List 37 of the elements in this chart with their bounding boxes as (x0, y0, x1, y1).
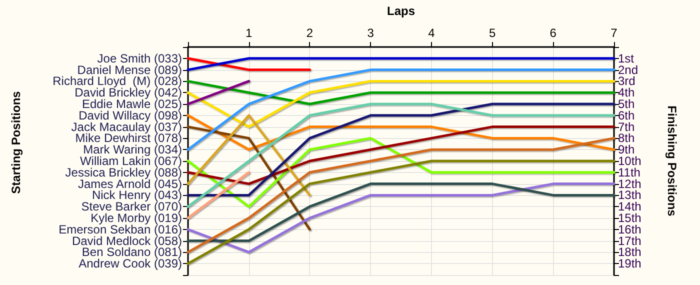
category-label: Joe Smith (033) (97, 51, 182, 66)
x-tick-label: 4 (428, 26, 436, 40)
y2-tick-label: 17th (618, 234, 642, 248)
line-series (186, 182, 616, 242)
y2-tick-label: 13th (618, 188, 642, 202)
y2-tick-label: 12th (618, 176, 642, 191)
y2-tick-label: 9th (618, 142, 635, 157)
y2-axis-title: Finishing Positions (665, 106, 679, 217)
line-series (186, 182, 616, 254)
line-series (186, 160, 616, 265)
y2-tick-label: 2nd (618, 62, 638, 77)
x-tick-label: 3 (367, 26, 374, 40)
y2-tick-label: 15th (618, 211, 642, 225)
line-series (186, 136, 616, 208)
y2-tick-label: 8th (618, 131, 635, 146)
y2-tick-label: 7th (618, 120, 635, 134)
y2-tick-label: 14th (618, 200, 642, 214)
y2-tick-label: 4th (618, 86, 635, 100)
y2-tick-label: 3rd (618, 74, 636, 88)
y2-tick-label: 10th (618, 154, 642, 168)
y2-tick-label: 19th (618, 256, 642, 271)
y2-tick-label: 1st (618, 51, 635, 66)
text: Starting Positions (9, 90, 23, 194)
line-series (186, 136, 616, 254)
x-tick-label: 5 (488, 26, 496, 40)
x-tick-label: 6 (550, 26, 557, 40)
y2-tick-label: 16th (618, 222, 642, 236)
line-series (186, 126, 616, 186)
y2-tick-label: 5th (618, 97, 635, 111)
x-tick-label: 2 (306, 26, 314, 40)
line-series (186, 68, 616, 151)
y2-tick-label: 11th (618, 165, 640, 180)
x-tick-label: 7 (610, 26, 618, 40)
x-axis-title: Laps (386, 4, 416, 18)
y2-tick-label: 18th (618, 245, 642, 260)
y2-tick-label: 6th (618, 108, 635, 122)
x-tick-label: 1 (246, 26, 253, 40)
